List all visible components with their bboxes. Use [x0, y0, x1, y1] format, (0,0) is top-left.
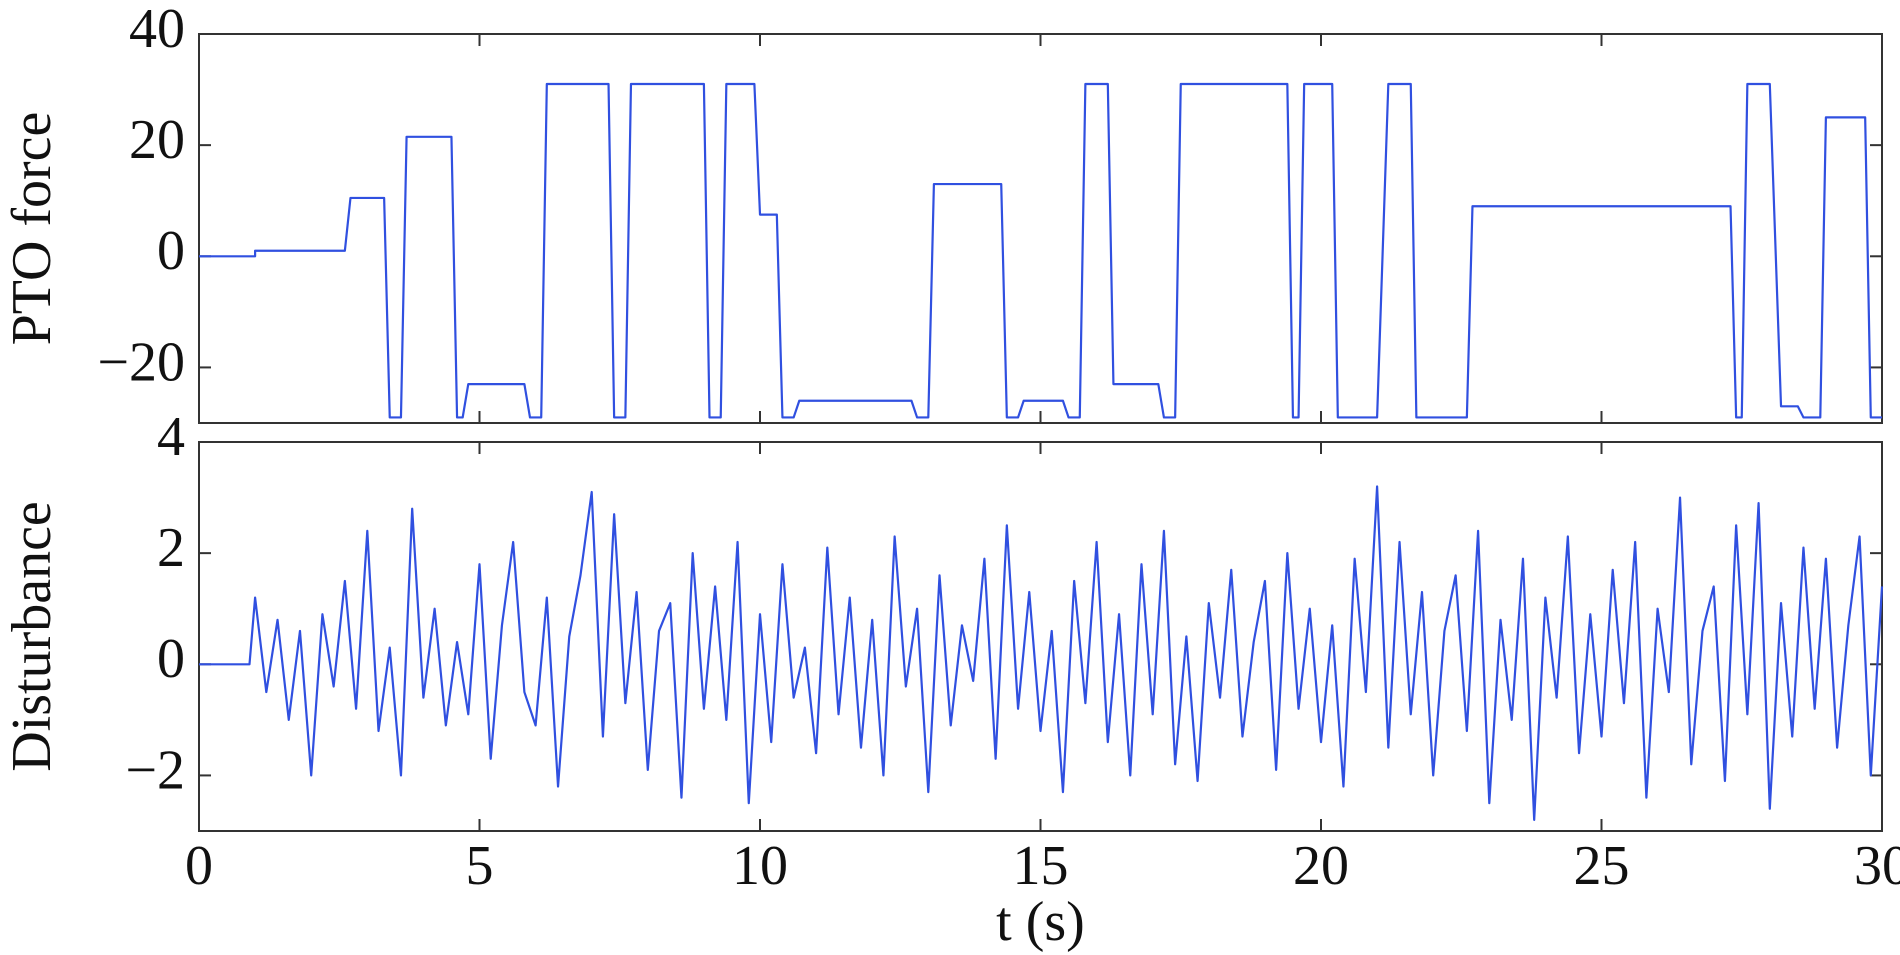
y-tick-label: 0	[157, 220, 185, 282]
data-line	[199, 82, 1882, 419]
x-tick-label: 10	[732, 835, 788, 897]
y-tick-label: 4	[157, 406, 185, 468]
x-tick-label: 20	[1293, 835, 1349, 897]
y-tick-label: −20	[97, 331, 185, 393]
y-axis-label: Disturbance	[1, 501, 63, 772]
x-tick-label: 5	[466, 835, 494, 897]
y-axis-label: PTO force	[1, 112, 63, 346]
x-axis-label: t (s)	[996, 891, 1085, 953]
y-tick-label: 20	[129, 109, 185, 171]
x-tick-label: 25	[1574, 835, 1630, 897]
y-tick-label: 0	[157, 628, 185, 690]
x-tick-label: 0	[185, 835, 213, 897]
data-line	[199, 485, 1884, 821]
y-tick-label: −2	[125, 739, 185, 801]
y-tick-label: 40	[129, 0, 185, 60]
axes-frame	[198, 33, 1883, 424]
y-tick-label: 2	[157, 517, 185, 579]
x-tick-label: 15	[1013, 835, 1069, 897]
x-tick-label: 30	[1854, 835, 1900, 897]
